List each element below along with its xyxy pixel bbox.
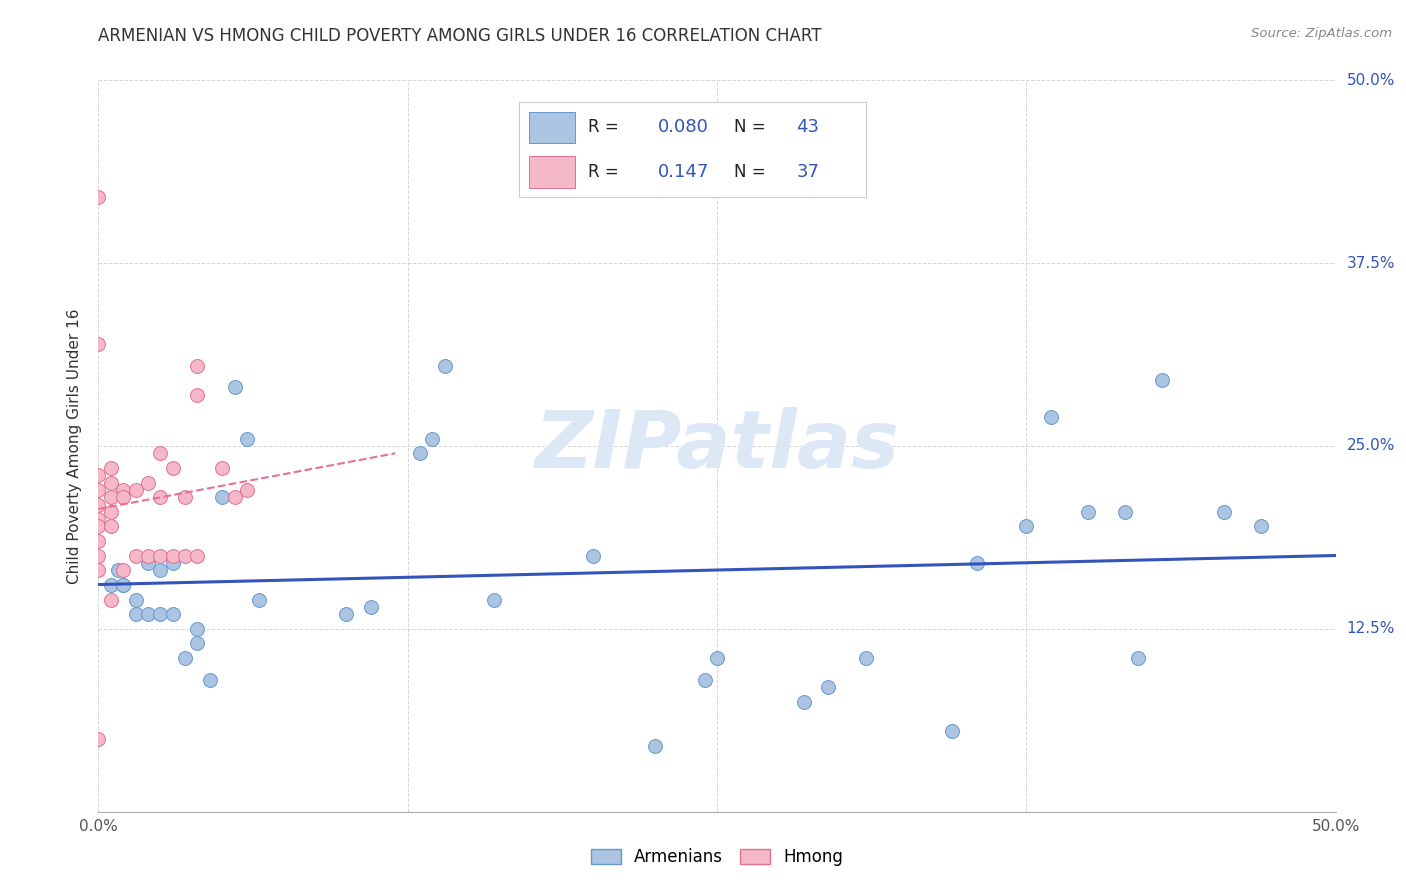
Point [136,475,159,490]
Point [236,432,259,446]
Text: Source: ZipAtlas.com: Source: ZipAtlas.com [1251,27,1392,40]
Text: ARMENIAN VS HMONG CHILD POVERTY AMONG GIRLS UNDER 16 CORRELATION CHART: ARMENIAN VS HMONG CHILD POVERTY AMONG GI… [98,27,823,45]
Point [87,498,110,512]
Point [136,607,159,622]
Point [100,461,122,475]
Point [186,359,208,373]
Text: 25.0%: 25.0% [1347,439,1395,453]
Point [100,475,122,490]
Point [1077,505,1099,519]
Point [793,695,815,709]
Y-axis label: Child Poverty Among Girls Under 16: Child Poverty Among Girls Under 16 [67,309,83,583]
Point [149,549,172,563]
Point [484,592,506,607]
Point [87,512,110,526]
Point [87,519,110,533]
Point [224,490,246,504]
Point [1114,505,1136,519]
Point [136,556,159,570]
Point [1126,651,1149,665]
Point [87,468,110,483]
Point [335,607,357,622]
Point [87,483,110,497]
Point [186,388,208,402]
Point [124,592,146,607]
Point [409,446,432,460]
Point [162,607,184,622]
Point [211,490,233,504]
Point [855,651,877,665]
Point [1152,373,1174,387]
Point [112,563,135,577]
Text: 50.0%: 50.0% [1347,73,1395,87]
Point [433,359,456,373]
Point [174,549,197,563]
Point [124,607,146,622]
Legend: Armenians, Hmong: Armenians, Hmong [585,841,849,873]
Point [149,607,172,622]
Point [107,563,129,577]
Point [422,432,444,446]
Point [174,490,197,504]
Point [1250,519,1272,533]
Point [162,556,184,570]
Point [112,483,135,497]
Point [186,549,208,563]
Point [87,549,110,563]
Point [644,739,666,753]
Point [100,490,122,504]
Point [87,563,110,577]
Point [100,592,122,607]
Point [112,578,135,592]
Point [112,490,135,504]
Point [174,651,197,665]
Point [211,461,233,475]
Point [100,578,122,592]
Point [247,592,270,607]
Point [149,446,172,460]
Point [1015,519,1038,533]
Point [162,461,184,475]
Text: 12.5%: 12.5% [1347,622,1395,636]
Text: 37.5%: 37.5% [1347,256,1395,270]
Point [186,622,208,636]
Point [136,549,159,563]
Point [706,651,728,665]
Point [100,519,122,533]
Point [198,673,221,687]
Point [1040,409,1063,424]
Point [87,190,110,204]
Point [87,534,110,549]
Point [112,578,135,592]
Point [124,483,146,497]
Point [941,724,963,739]
Point [582,549,605,563]
Text: ZIPatlas: ZIPatlas [534,407,900,485]
Point [817,681,839,695]
Point [236,483,259,497]
Point [149,563,172,577]
Point [162,549,184,563]
Point [186,636,208,650]
Point [693,673,716,687]
Point [224,380,246,394]
Point [124,549,146,563]
Point [100,505,122,519]
Point [87,336,110,351]
Point [149,490,172,504]
Point [966,556,988,570]
Point [1213,505,1236,519]
Point [87,731,110,746]
Point [360,599,382,614]
